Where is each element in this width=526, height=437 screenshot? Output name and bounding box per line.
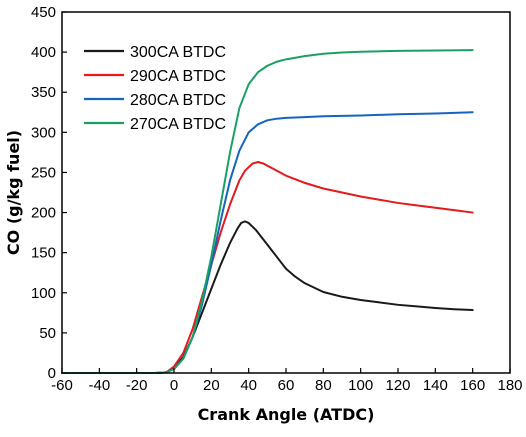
series-line-3 (61, 111, 474, 374)
x-tick-label: -40 (88, 377, 110, 394)
legend-label-1: 300CA BTDC (130, 44, 226, 61)
y-axis-title: CO (g/kg fuel) (4, 130, 23, 255)
x-tick-label: 60 (278, 377, 295, 394)
x-tick-label: 120 (385, 377, 410, 394)
legend-label-4: 270CA BTDC (130, 116, 226, 133)
x-tick-label: 0 (170, 377, 178, 394)
y-tick-label: 150 (31, 245, 56, 262)
y-tick-label: 200 (31, 205, 56, 222)
y-tick-label: 450 (31, 4, 56, 21)
x-axis-ticks: -60 -40 -20 0 20 40 60 80 100 120 140 160 180 (51, 368, 523, 394)
y-tick-label: 250 (31, 164, 56, 181)
series-line-4 (61, 49, 474, 374)
legend-label-3: 280CA BTDC (130, 92, 226, 109)
x-axis-title: Crank Angle (ATDC) (198, 405, 375, 424)
y-tick-label: 100 (31, 285, 56, 302)
x-tick-label: 40 (240, 377, 257, 394)
y-axis-ticks: 0 50 100 150 200 250 300 350 400 450 (31, 4, 67, 382)
series-line-2 (61, 161, 474, 374)
x-tick-label: -60 (51, 377, 73, 394)
x-tick-label: 20 (203, 377, 220, 394)
y-tick-label: 0 (48, 365, 56, 382)
x-tick-label: -20 (126, 377, 148, 394)
x-tick-label: 140 (423, 377, 448, 394)
y-tick-label: 50 (39, 325, 56, 342)
legend-label-2: 290CA BTDC (130, 68, 226, 85)
y-tick-label: 400 (31, 44, 56, 61)
x-tick-label: 100 (348, 377, 373, 394)
plot-frame (61, 11, 511, 374)
series-line-1 (61, 220, 474, 374)
x-tick-label: 160 (460, 377, 485, 394)
x-tick-label: 180 (497, 377, 522, 394)
legend: 300CA BTDC 290CA BTDC 280CA BTDC 270CA BTDC (84, 44, 226, 133)
y-tick-label: 350 (31, 84, 56, 101)
x-tick-label: 80 (315, 377, 332, 394)
series-group (61, 49, 474, 374)
y-tick-label: 300 (31, 124, 56, 141)
